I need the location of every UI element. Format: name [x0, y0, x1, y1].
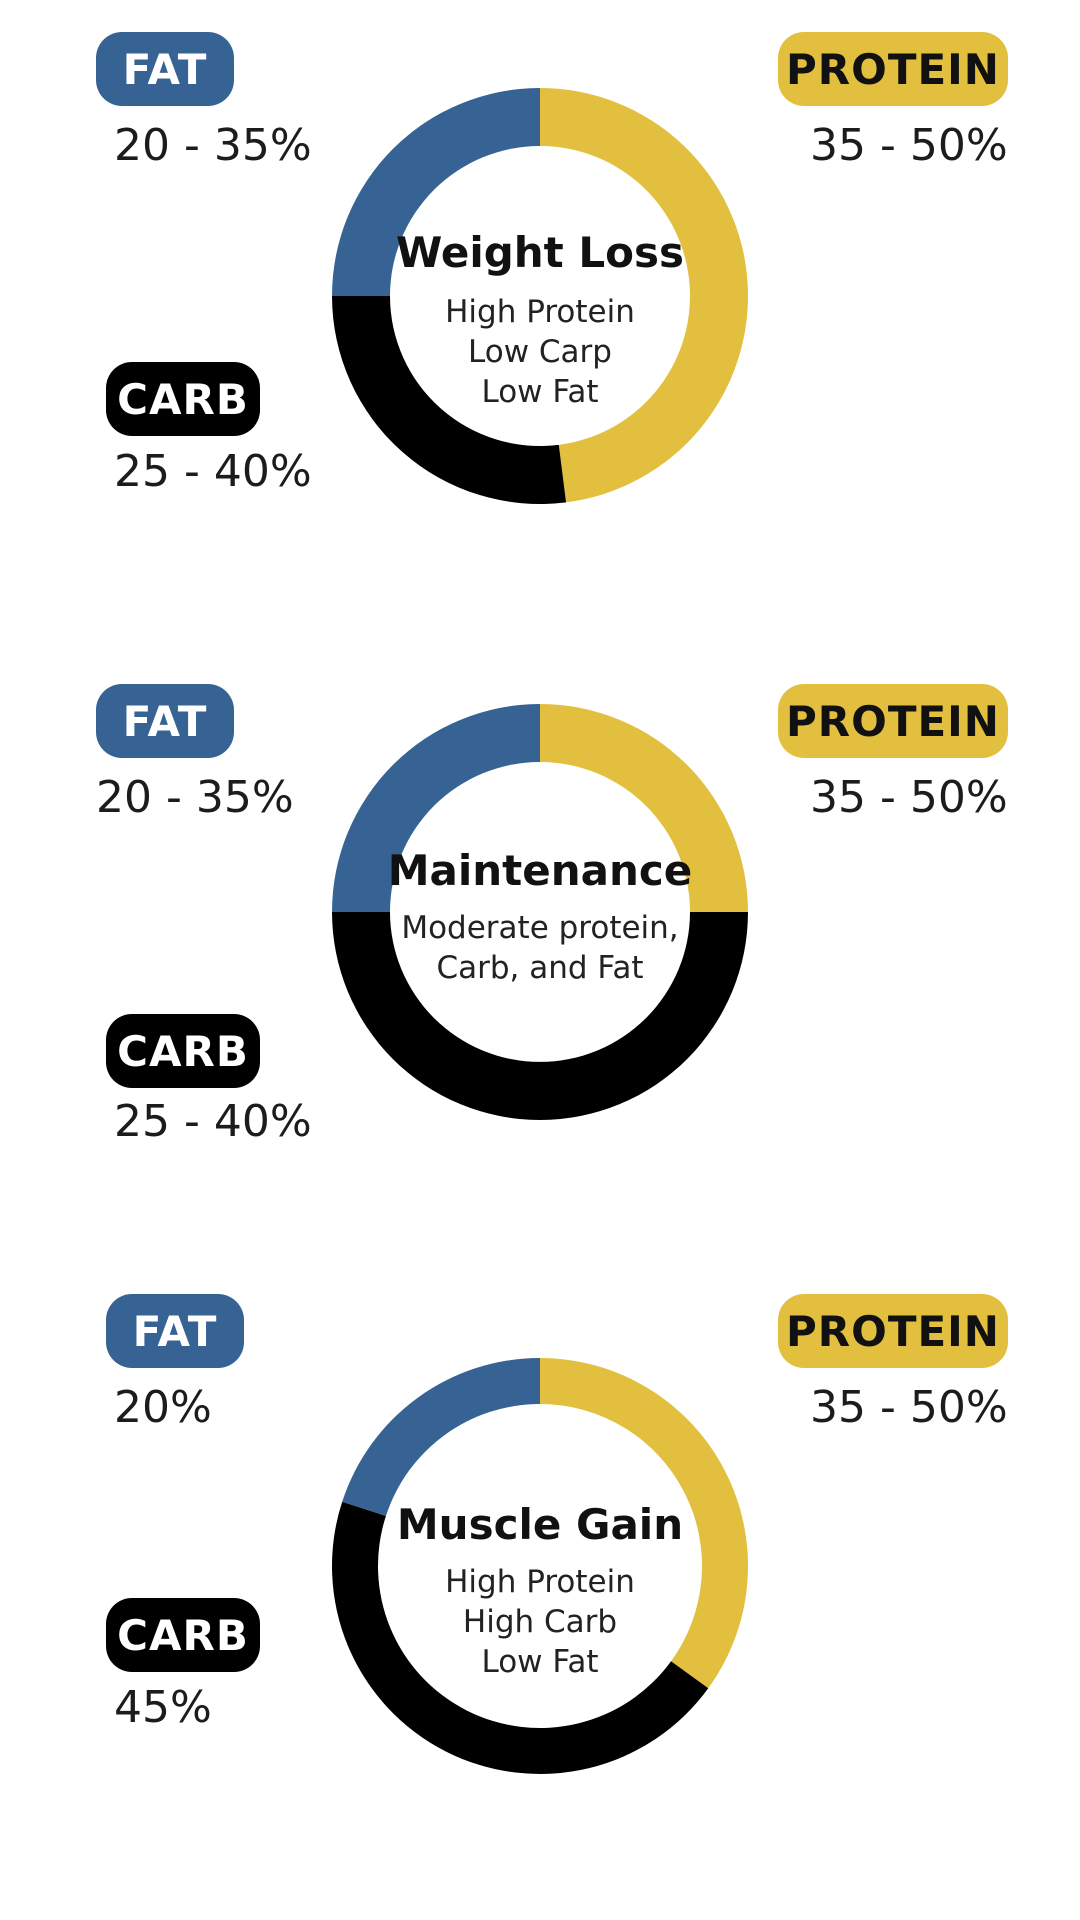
protein-range: 35 - 50% — [810, 120, 1008, 171]
chart-title: Weight Loss — [396, 228, 684, 277]
protein-range: 35 - 50% — [810, 772, 1008, 823]
chart-title: Maintenance — [387, 846, 693, 895]
fat-badge: FAT — [106, 1294, 244, 1368]
carb-badge: CARB — [106, 1598, 260, 1672]
chart-subtitle: High Protein Low Carp Low Fat — [380, 292, 700, 412]
subtitle-line: Moderate protein, — [401, 910, 679, 946]
protein-slice — [540, 704, 748, 912]
subtitle-line: Low Carp — [468, 334, 612, 370]
carb-slice — [332, 912, 748, 1120]
carb-range: 25 - 40% — [114, 446, 312, 497]
fat-range: 20 - 35% — [114, 120, 312, 171]
carb-range: 25 - 40% — [114, 1096, 312, 1147]
protein-slice — [540, 1358, 748, 1689]
carb-badge: CARB — [106, 1014, 260, 1088]
protein-badge: PROTEIN — [778, 32, 1008, 106]
fat-badge: FAT — [96, 684, 234, 758]
chart-subtitle: Moderate protein, Carb, and Fat — [380, 908, 700, 988]
subtitle-line: High Protein — [445, 1564, 635, 1600]
protein-range: 35 - 50% — [810, 1382, 1008, 1433]
carb-badge: CARB — [106, 362, 260, 436]
subtitle-line: Low Fat — [481, 1644, 599, 1680]
subtitle-line: High Protein — [445, 294, 635, 330]
fat-slice — [332, 88, 540, 296]
carb-slice — [332, 1501, 709, 1775]
carb-slice — [332, 296, 567, 505]
fat-range: 20 - 35% — [96, 772, 294, 823]
donut-chart-weight-loss — [332, 88, 749, 505]
chart-subtitle: High Protein High Carb Low Fat — [380, 1562, 700, 1682]
subtitle-line: Low Fat — [481, 374, 599, 410]
protein-badge: PROTEIN — [778, 1294, 1008, 1368]
carb-range: 45% — [114, 1682, 212, 1733]
subtitle-line: Carb, and Fat — [436, 950, 644, 986]
fat-badge: FAT — [96, 32, 234, 106]
protein-slice — [540, 88, 749, 503]
fat-slice — [342, 1358, 540, 1516]
donut-chart-maintenance — [332, 704, 748, 1120]
fat-slice — [332, 704, 540, 912]
fat-range: 20% — [114, 1382, 212, 1433]
chart-title: Muscle Gain — [396, 1500, 684, 1549]
protein-badge: PROTEIN — [778, 684, 1008, 758]
subtitle-line: High Carb — [462, 1604, 618, 1640]
